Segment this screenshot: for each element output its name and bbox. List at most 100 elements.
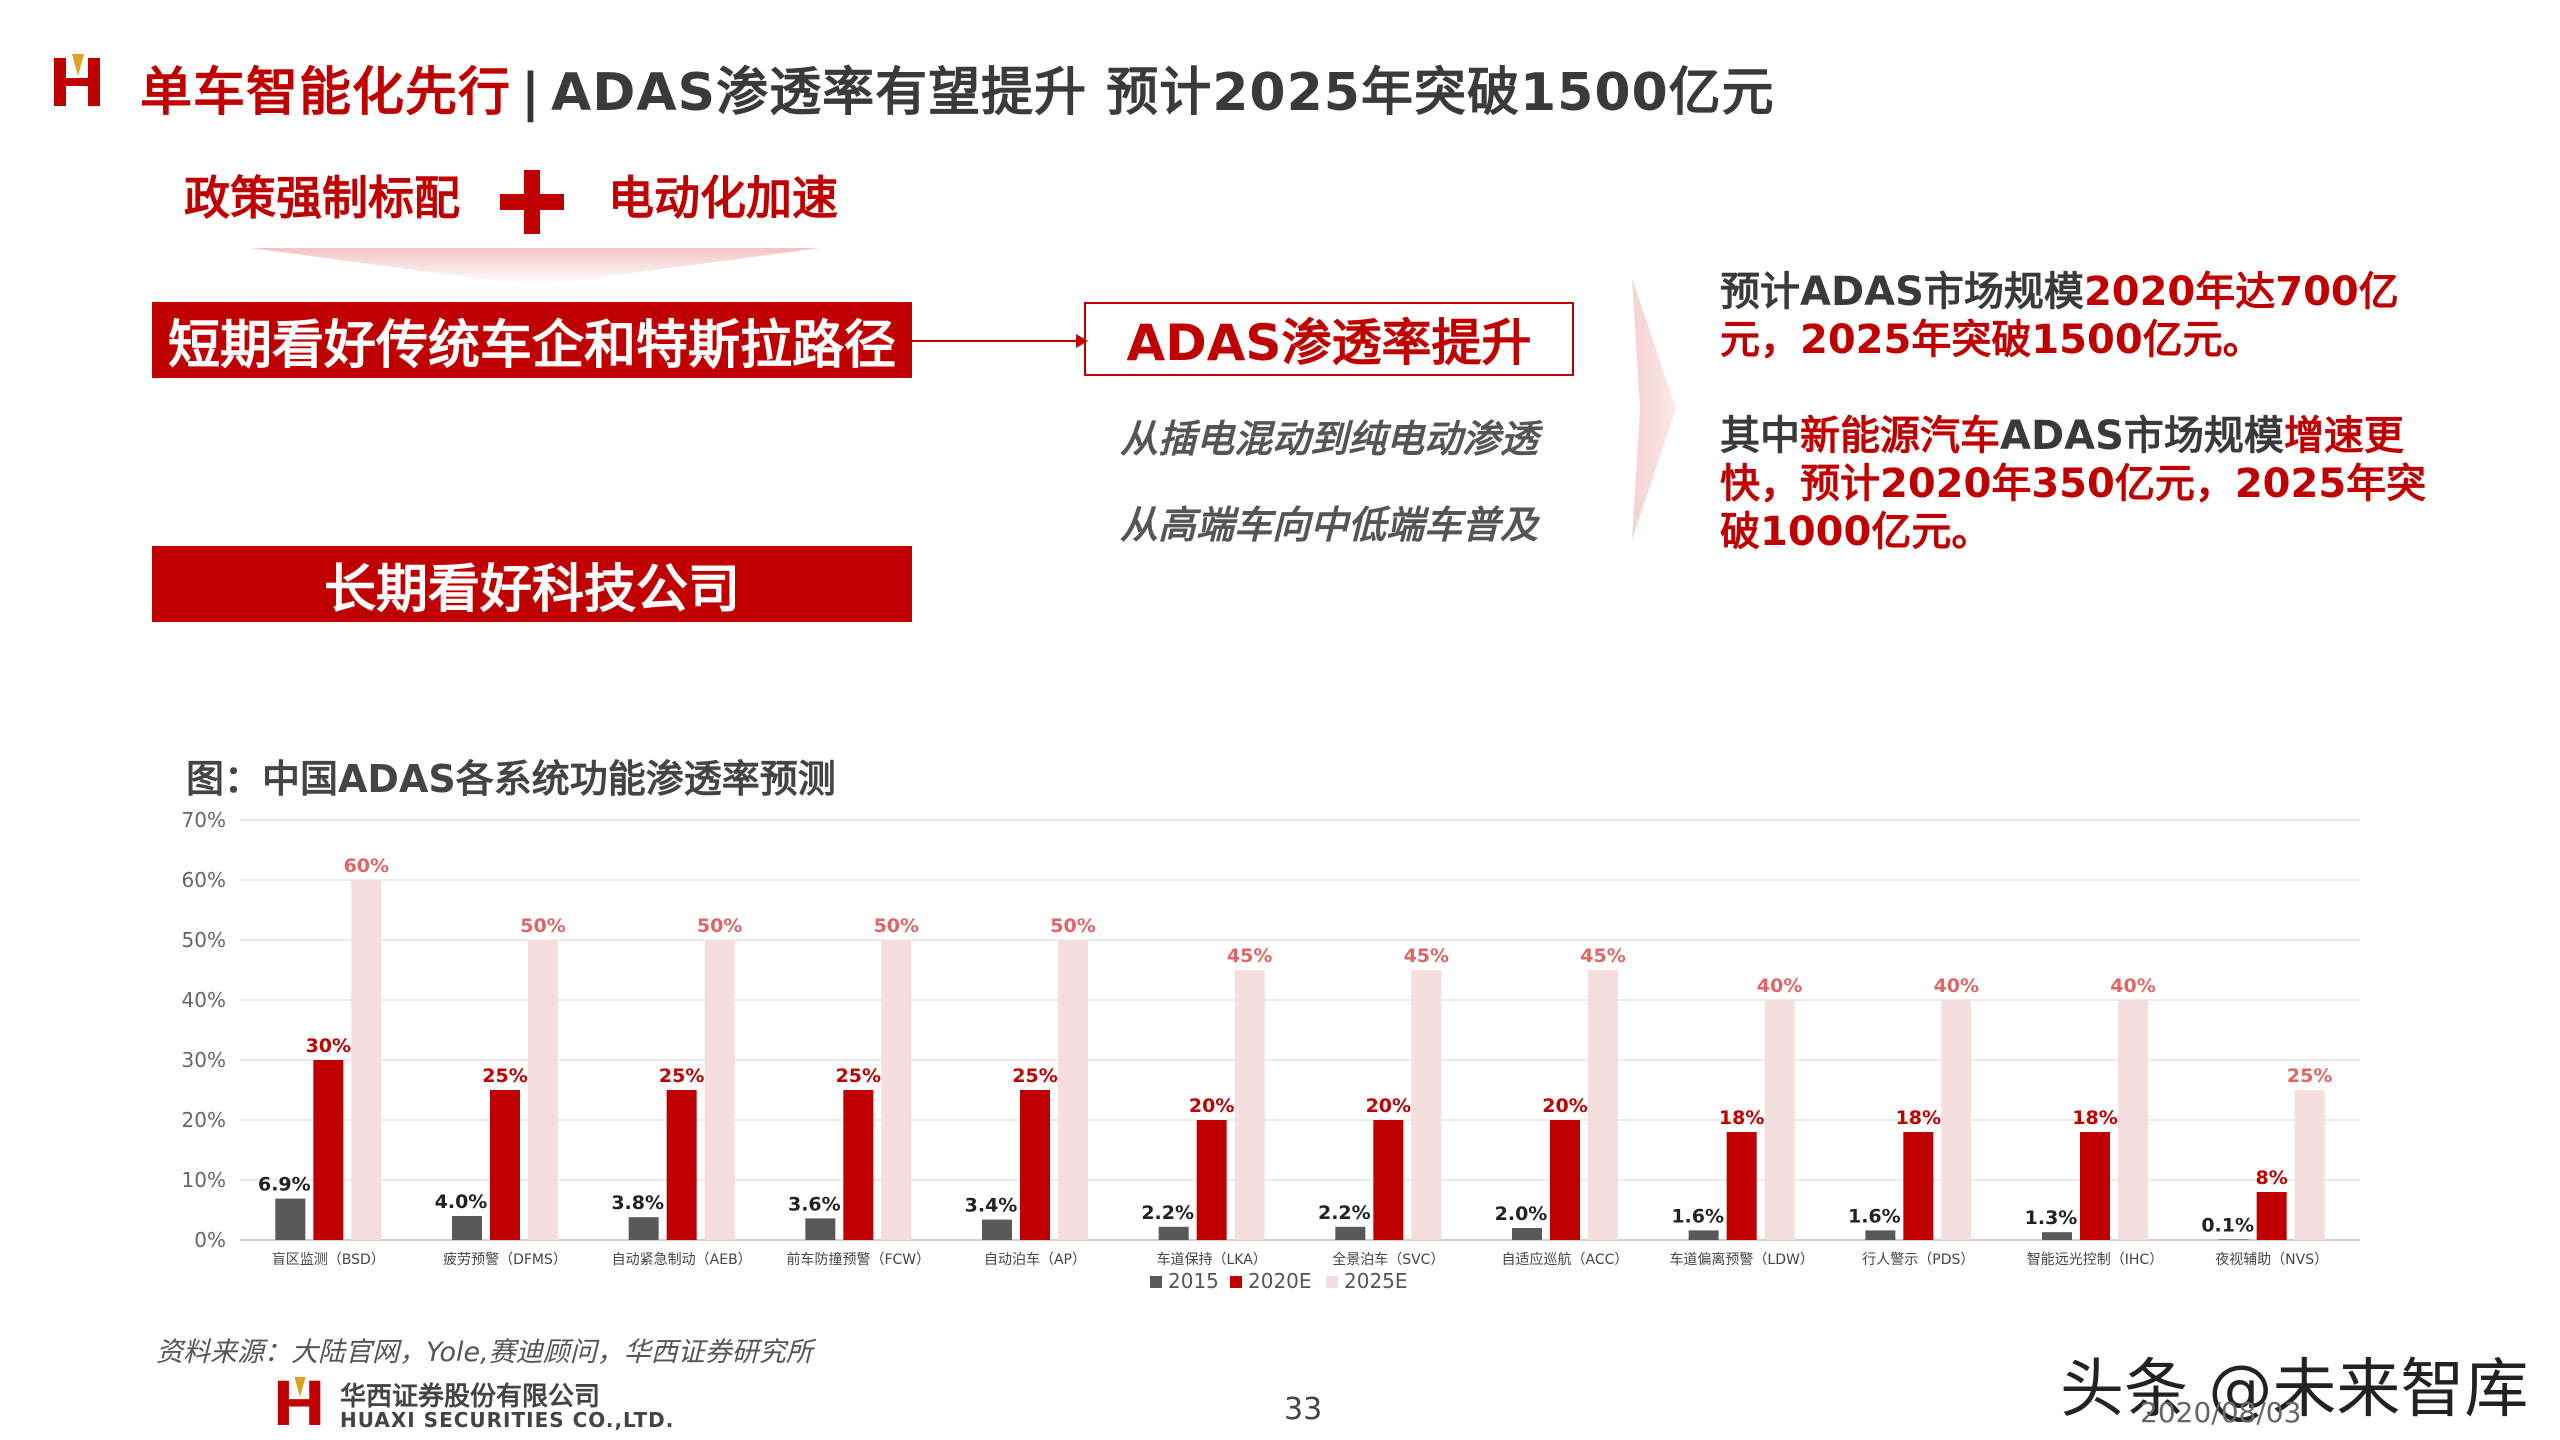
x-tick-label: 智能远光控制（IHC） xyxy=(2027,1252,2163,1268)
y-tick-label: 40% xyxy=(182,988,226,1012)
data-label: 40% xyxy=(2110,975,2155,997)
policy-left: 政策强制标配 xyxy=(184,171,460,225)
bar-2015 xyxy=(2218,1239,2249,1240)
bar-2020E xyxy=(843,1090,874,1240)
down-arrow-icon xyxy=(250,248,820,284)
bar-2025E xyxy=(2118,1000,2148,1240)
data-label: 45% xyxy=(1404,945,1449,967)
market-size-text: 预计ADAS市场规模2020年达700亿元，2025年突破1500亿元。 xyxy=(1720,268,2440,364)
bar-2025E xyxy=(1411,970,1442,1240)
bar-2015 xyxy=(2042,1232,2072,1240)
policy-right: 电动化加速 xyxy=(608,171,838,225)
data-label: 8% xyxy=(2256,1167,2288,1189)
data-label: 20% xyxy=(1366,1095,1411,1117)
data-label: 30% xyxy=(306,1035,351,1057)
bar-2020E xyxy=(490,1090,520,1240)
huaxi-logo-icon xyxy=(54,54,100,106)
nev-text-b: 新能源汽车 xyxy=(1800,413,2000,459)
bar-2025E xyxy=(1764,1000,1795,1240)
y-tick-label: 10% xyxy=(182,1168,226,1192)
x-tick-label: 自动紧急制动（AEB） xyxy=(612,1252,752,1268)
bar-2020E xyxy=(2080,1132,2110,1240)
data-label: 25% xyxy=(836,1065,881,1087)
x-tick-label: 车道偏离预警（LDW） xyxy=(1669,1251,1813,1268)
data-label: 20% xyxy=(1542,1095,1587,1117)
legend-label: 2015 xyxy=(1168,1269,1219,1290)
data-label: 40% xyxy=(1934,975,1979,997)
bar-2015 xyxy=(1865,1230,1896,1240)
bar-2015 xyxy=(1158,1226,1189,1240)
data-label: 45% xyxy=(1580,945,1625,967)
bar-2015 xyxy=(1335,1226,1366,1240)
data-label: 45% xyxy=(1227,945,1272,967)
x-tick-label: 自适应巡航（ACC） xyxy=(1502,1251,1629,1268)
y-tick-label: 0% xyxy=(194,1228,226,1252)
data-label: 40% xyxy=(1757,975,1802,997)
y-tick-label: 30% xyxy=(182,1048,226,1072)
bar-2025E xyxy=(1941,1000,1972,1240)
chevron-right-icon xyxy=(1632,278,1676,540)
data-label: 18% xyxy=(2072,1107,2117,1129)
data-label: 25% xyxy=(1012,1065,1057,1087)
trend-line-2: 从高端车向中低端车普及 xyxy=(1120,503,1539,547)
bar-2020E xyxy=(2256,1192,2287,1240)
bar-2015 xyxy=(275,1198,306,1240)
adas-rise-box: ADAS渗透率提升 xyxy=(1084,302,1574,376)
x-tick-label: 盲区监测（BSD） xyxy=(272,1251,385,1268)
watermark: 头条 @未来智库 xyxy=(2060,1353,2529,1427)
huaxi-footer-logo-icon xyxy=(277,1377,321,1425)
source-note: 资料来源：大陆官网，Yole,赛迪顾问，华西证券研究所 xyxy=(156,1337,813,1368)
market-size-figures: 2020年达700亿元，2025年突破1500亿元。 xyxy=(1720,269,2399,363)
data-label: 25% xyxy=(2287,1065,2332,1087)
data-label: 50% xyxy=(1050,915,1095,937)
data-label: 60% xyxy=(344,855,389,877)
x-tick-label: 疲劳预警（DFMS） xyxy=(443,1251,567,1268)
x-tick-label: 全景泊车（SVC） xyxy=(1332,1251,1444,1268)
bar-2020E xyxy=(313,1060,344,1240)
legend-swatch xyxy=(1326,1276,1338,1288)
x-tick-label: 车道保持（LKA） xyxy=(1157,1251,1267,1268)
data-label: 18% xyxy=(1719,1107,1764,1129)
nev-text-d: 增速更快，预计2020年350亿元，2025年突破1000亿元。 xyxy=(1720,413,2427,555)
data-label: 50% xyxy=(697,915,742,937)
short-term-box: 短期看好传统车企和特斯拉路径 xyxy=(152,302,912,378)
company-name-cn: 华西证券股份有限公司 xyxy=(340,1382,601,1412)
data-label: 2.0% xyxy=(1495,1203,1548,1225)
title-separator: | xyxy=(521,63,542,123)
x-tick-label: 前车防撞预警（FCW） xyxy=(786,1251,930,1268)
data-label: 18% xyxy=(1896,1107,1941,1129)
legend-label: 2020E xyxy=(1248,1269,1312,1290)
y-tick-label: 70% xyxy=(182,808,226,832)
page-number: 33 xyxy=(1284,1392,1323,1427)
nev-text-c: ADAS市场规模 xyxy=(2000,413,2284,459)
plus-icon xyxy=(500,170,564,234)
bar-2025E xyxy=(2294,1090,2325,1240)
bar-2025E xyxy=(1234,970,1265,1240)
y-tick-label: 20% xyxy=(182,1108,226,1132)
y-tick-label: 50% xyxy=(182,928,226,952)
long-term-box: 长期看好科技公司 xyxy=(152,546,912,622)
data-label: 20% xyxy=(1189,1095,1234,1117)
bar-2025E xyxy=(1588,970,1618,1240)
nev-text-a: 其中 xyxy=(1720,413,1800,459)
bar-2015 xyxy=(982,1219,1012,1240)
data-label: 25% xyxy=(482,1065,527,1087)
data-label: 4.0% xyxy=(435,1191,488,1213)
data-label: 50% xyxy=(520,915,565,937)
bar-2020E xyxy=(1903,1132,1934,1240)
data-label: 3.6% xyxy=(788,1193,841,1215)
x-tick-label: 夜视辅助（NVS） xyxy=(2215,1252,2328,1268)
data-label: 1.6% xyxy=(1671,1205,1724,1227)
data-label: 3.4% xyxy=(965,1195,1018,1217)
data-label: 6.9% xyxy=(258,1174,311,1196)
chart-title: 图：中国ADAS各系统功能渗透率预测 xyxy=(186,757,836,801)
title-main: ADAS渗透率有望提升 预计2025年突破1500亿元 xyxy=(551,63,1775,123)
bar-2025E xyxy=(528,940,558,1240)
bar-2020E xyxy=(1373,1120,1404,1240)
title-highlight: 单车智能化先行 xyxy=(140,63,512,123)
data-label: 25% xyxy=(659,1065,704,1087)
bar-2020E xyxy=(1726,1132,1757,1240)
bar-2020E xyxy=(1550,1120,1580,1240)
market-size-lead: 预计ADAS市场规模 xyxy=(1720,269,2084,315)
bar-2025E xyxy=(351,880,382,1240)
